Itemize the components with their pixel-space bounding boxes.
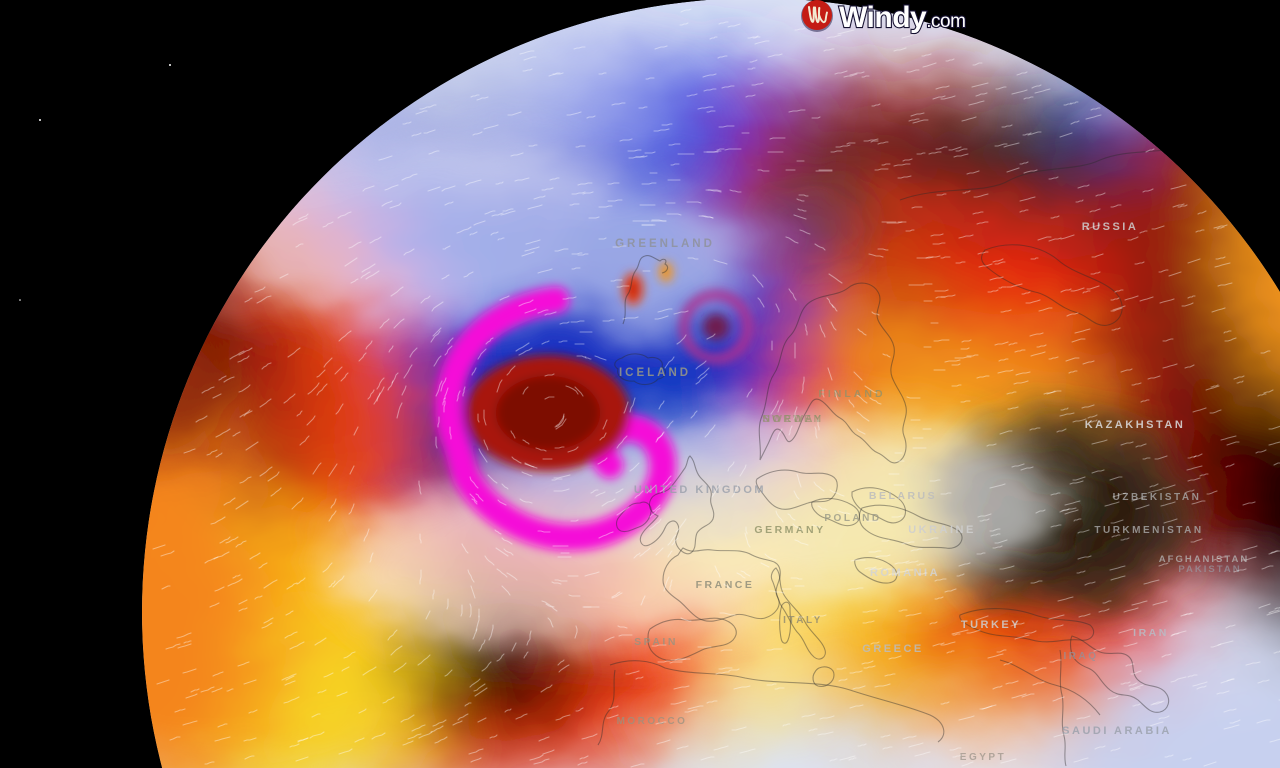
- svg-text:POLAND: POLAND: [824, 513, 881, 524]
- svg-text:FINLAND: FINLAND: [818, 388, 885, 400]
- svg-text:SWEDEN: SWEDEN: [762, 413, 823, 425]
- svg-text:IRAN: IRAN: [1133, 627, 1169, 639]
- svg-text:GREECE: GREECE: [862, 643, 923, 655]
- svg-text:TURKMENISTAN: TURKMENISTAN: [1094, 525, 1203, 536]
- svg-text:ICELAND: ICELAND: [619, 367, 691, 379]
- svg-text:BELARUS: BELARUS: [869, 490, 937, 502]
- svg-text:EGYPT: EGYPT: [960, 752, 1006, 763]
- svg-text:KAZAKHSTAN: KAZAKHSTAN: [1085, 419, 1186, 431]
- svg-text:RUSSIA: RUSSIA: [1082, 221, 1139, 233]
- svg-text:IRAQ: IRAQ: [1064, 651, 1099, 662]
- svg-text:PAKISTAN: PAKISTAN: [1178, 564, 1241, 575]
- svg-text:GREENLAND: GREENLAND: [615, 238, 715, 250]
- svg-text:UNITED KINGDOM: UNITED KINGDOM: [634, 484, 766, 496]
- svg-text:UZBEKISTAN: UZBEKISTAN: [1113, 492, 1202, 503]
- svg-text:SAUDI ARABIA: SAUDI ARABIA: [1062, 725, 1172, 737]
- svg-text:UKRAINE: UKRAINE: [908, 524, 976, 536]
- svg-text:MOROCCO: MOROCCO: [617, 716, 688, 727]
- svg-text:TURKEY: TURKEY: [961, 619, 1021, 631]
